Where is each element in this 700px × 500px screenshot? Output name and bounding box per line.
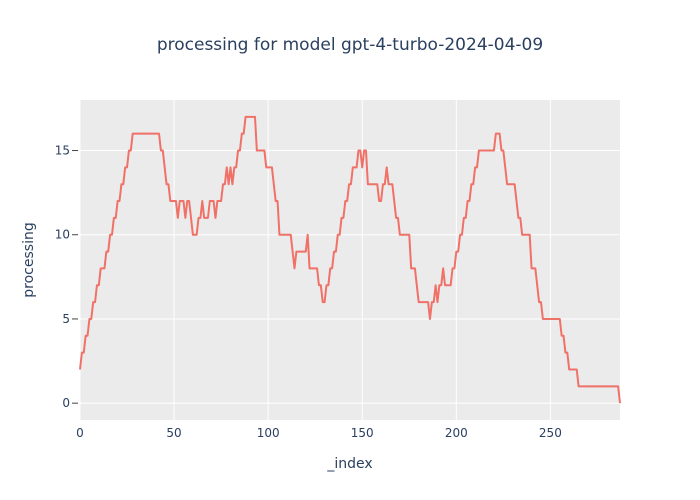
plot-area bbox=[80, 100, 620, 420]
x-tick-label: 250 bbox=[539, 426, 562, 440]
x-tick-label: 150 bbox=[351, 426, 374, 440]
y-axis-title: processing bbox=[21, 222, 37, 297]
y-axis-ticks: 0 5 10 15 bbox=[55, 144, 78, 410]
x-tick-label: 50 bbox=[166, 426, 181, 440]
series-line bbox=[79, 115, 621, 404]
x-axis-title: _index bbox=[326, 456, 372, 472]
series-layer bbox=[79, 115, 621, 404]
chart-title: processing for model gpt-4-turbo-2024-04… bbox=[157, 35, 543, 55]
y-tick-label: 0 bbox=[62, 396, 70, 410]
x-axis-ticks: 0 50 100 150 200 250 bbox=[76, 426, 562, 440]
x-tick-label: 0 bbox=[76, 426, 84, 440]
x-tick-label: 100 bbox=[257, 426, 280, 440]
x-tick-label: 200 bbox=[445, 426, 468, 440]
y-tick-label: 10 bbox=[55, 228, 70, 242]
y-tick-label: 5 bbox=[62, 312, 70, 326]
y-tick-label: 15 bbox=[55, 144, 70, 158]
